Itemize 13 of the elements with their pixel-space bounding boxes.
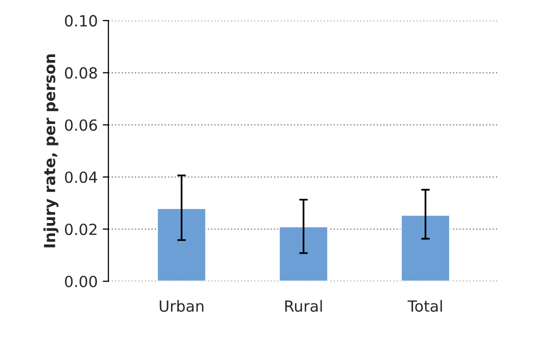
- bar: [156, 208, 207, 282]
- x-tick-label: Rural: [285, 300, 322, 312]
- bar: [400, 214, 451, 282]
- y-tick-label: 0.06: [64, 119, 98, 131]
- y-tick-label: 0.08: [64, 67, 97, 79]
- y-tick-label: 0.00: [64, 276, 97, 288]
- y-tick-label: 0.10: [64, 15, 97, 27]
- y-tick-label: 0.04: [64, 171, 98, 184]
- bar: [278, 226, 329, 282]
- y-axis-title: Injury rate, per person: [44, 54, 58, 248]
- x-tick-label: Total: [408, 300, 442, 312]
- y-tick-label: 0.02: [64, 224, 96, 236]
- x-tick-label: Urban: [160, 300, 204, 312]
